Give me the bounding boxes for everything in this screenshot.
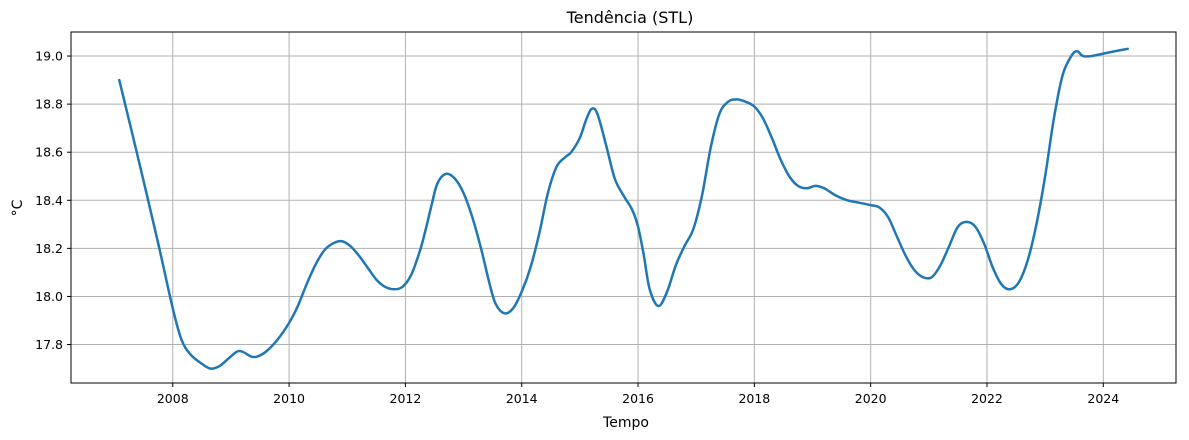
x-axis-ticks: 2008 2010 2012 2014 2016 2018 2020 2022 2024 — [157, 383, 1119, 406]
y-axis-label: °C — [10, 199, 26, 216]
x-tick-label: 2020 — [855, 391, 887, 406]
x-tick-label: 2016 — [622, 391, 654, 406]
x-tick-label: 2008 — [157, 391, 189, 406]
x-tick-label: 2024 — [1087, 391, 1119, 406]
trend-series-line — [118, 47, 1129, 370]
x-tick-label: 2012 — [390, 391, 422, 406]
y-tick-label: 18.4 — [35, 193, 63, 208]
y-tick-label: 18.8 — [35, 97, 63, 112]
x-tick-label: 2014 — [506, 391, 538, 406]
series-group — [118, 47, 1129, 370]
y-tick-label: 19.0 — [35, 49, 63, 64]
x-tick-label: 2018 — [738, 391, 770, 406]
x-tick-label: 2022 — [971, 391, 1003, 406]
y-tick-label: 18.2 — [35, 241, 63, 256]
y-axis-ticks: 17.8 18.0 18.2 18.4 18.6 18.8 19.0 — [35, 49, 71, 352]
chart-title: Tendência (STL) — [566, 8, 694, 27]
x-tick-label: 2010 — [273, 391, 305, 406]
plot-area-frame — [70, 31, 1177, 384]
grid-lines — [71, 32, 1176, 383]
y-tick-label: 18.0 — [35, 289, 63, 304]
y-tick-label: 17.8 — [35, 337, 63, 352]
x-axis-label: Tempo — [602, 415, 649, 431]
y-tick-label: 18.6 — [35, 145, 63, 160]
